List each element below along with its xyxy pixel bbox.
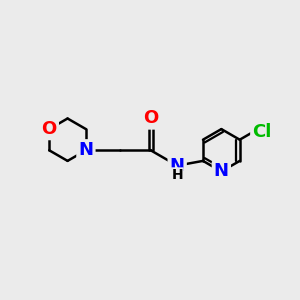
Text: O: O <box>143 110 158 128</box>
Text: Cl: Cl <box>252 123 272 141</box>
Text: H: H <box>171 168 183 182</box>
Text: O: O <box>42 120 57 138</box>
Text: N: N <box>78 141 93 159</box>
Text: N: N <box>170 157 185 175</box>
Text: N: N <box>214 163 229 181</box>
